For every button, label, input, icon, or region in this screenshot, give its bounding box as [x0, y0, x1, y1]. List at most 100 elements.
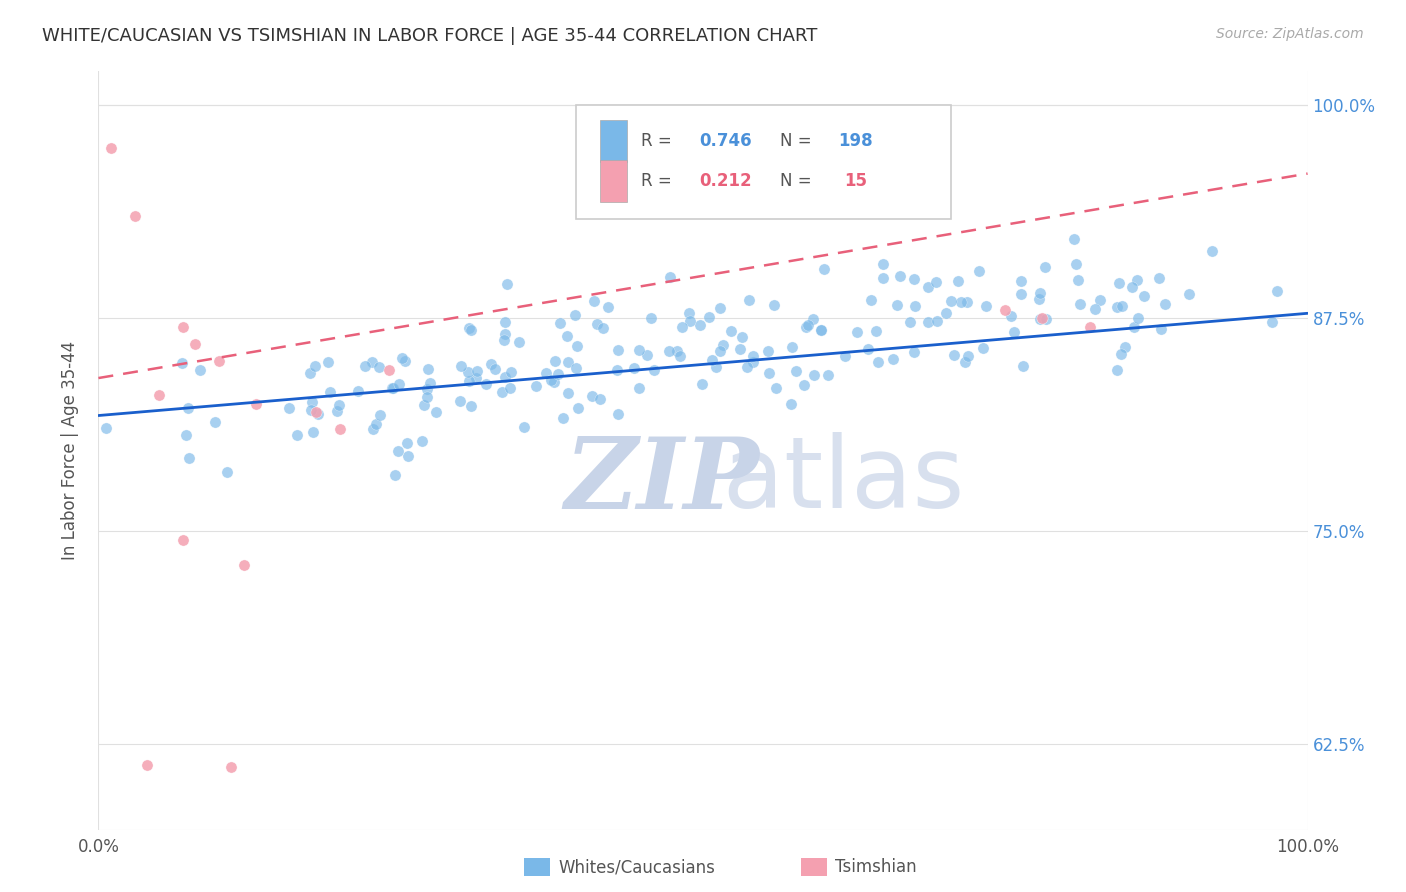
Point: [709, 301, 731, 315]
Point: [1029, 312, 1052, 326]
Point: [498, 381, 520, 395]
FancyBboxPatch shape: [600, 120, 627, 162]
Point: [377, 362, 399, 376]
Point: [368, 359, 391, 374]
Point: [354, 359, 377, 373]
Point: [785, 364, 807, 378]
Point: [304, 359, 326, 373]
Point: [534, 366, 557, 380]
Point: [1012, 359, 1035, 373]
Point: [1261, 315, 1284, 329]
Point: [458, 321, 481, 335]
Point: [903, 272, 925, 286]
Text: Source: ZipAtlas.com: Source: ZipAtlas.com: [1216, 27, 1364, 41]
Point: [925, 314, 948, 328]
Point: [856, 342, 879, 356]
Point: [846, 325, 869, 339]
FancyBboxPatch shape: [600, 161, 627, 202]
Point: [305, 405, 328, 419]
Point: [1109, 347, 1132, 361]
Point: [720, 324, 742, 338]
Point: [1265, 284, 1288, 298]
Point: [1066, 257, 1088, 271]
Point: [796, 318, 818, 333]
Point: [1149, 271, 1171, 285]
Point: [627, 381, 650, 395]
Point: [946, 274, 969, 288]
Text: WHITE/CAUCASIAN VS TSIMSHIAN IN LABOR FORCE | AGE 35-44 CORRELATION CHART: WHITE/CAUCASIAN VS TSIMSHIAN IN LABOR FO…: [42, 27, 817, 45]
Text: R =: R =: [641, 172, 678, 190]
Point: [702, 353, 724, 368]
Point: [557, 355, 579, 369]
Point: [368, 408, 391, 422]
Point: [994, 302, 1017, 317]
Point: [607, 408, 630, 422]
Point: [179, 450, 201, 465]
Point: [758, 366, 780, 380]
Point: [94, 421, 117, 435]
Point: [596, 300, 619, 314]
Point: [780, 340, 803, 354]
Point: [658, 269, 681, 284]
Point: [381, 382, 404, 396]
Point: [484, 361, 506, 376]
Point: [496, 277, 519, 291]
Point: [817, 368, 839, 382]
Point: [299, 403, 322, 417]
Point: [174, 427, 197, 442]
Point: [188, 363, 211, 377]
Point: [513, 420, 536, 434]
Point: [479, 358, 502, 372]
Point: [765, 381, 787, 395]
Point: [176, 401, 198, 416]
Text: 0.212: 0.212: [699, 172, 752, 190]
Point: [326, 404, 349, 418]
Point: [543, 375, 565, 389]
Point: [540, 373, 562, 387]
Point: [1123, 319, 1146, 334]
Point: [1114, 339, 1136, 353]
Point: [669, 349, 692, 363]
Point: [1107, 301, 1129, 315]
Point: [585, 317, 607, 331]
Text: ZIP: ZIP: [564, 433, 759, 529]
Point: [1000, 310, 1022, 324]
Point: [1201, 244, 1223, 259]
Point: [215, 465, 238, 479]
Point: [208, 354, 231, 368]
Point: [1063, 232, 1085, 246]
Point: [544, 353, 567, 368]
Text: Whites/Caucasians: Whites/Caucasians: [558, 858, 716, 876]
Point: [1132, 289, 1154, 303]
Point: [866, 355, 889, 369]
Point: [449, 394, 471, 409]
Point: [689, 318, 711, 332]
Point: [148, 388, 170, 402]
Point: [956, 349, 979, 363]
Text: R =: R =: [641, 132, 678, 150]
Point: [886, 298, 908, 312]
Point: [475, 376, 498, 391]
Point: [387, 444, 409, 458]
Point: [124, 209, 146, 223]
Point: [627, 343, 650, 358]
Point: [801, 312, 824, 326]
Point: [711, 338, 734, 352]
Point: [565, 361, 588, 376]
Point: [728, 343, 751, 357]
Point: [658, 343, 681, 358]
Point: [810, 323, 832, 337]
Point: [955, 355, 977, 369]
Point: [592, 321, 614, 335]
Point: [941, 293, 963, 308]
Point: [491, 385, 513, 400]
Point: [221, 759, 243, 773]
Point: [872, 270, 894, 285]
Point: [903, 345, 925, 359]
Point: [1111, 299, 1133, 313]
Point: [302, 425, 325, 439]
Point: [551, 410, 574, 425]
Point: [738, 293, 761, 307]
Text: atlas: atlas: [564, 433, 965, 529]
Point: [1105, 362, 1128, 376]
